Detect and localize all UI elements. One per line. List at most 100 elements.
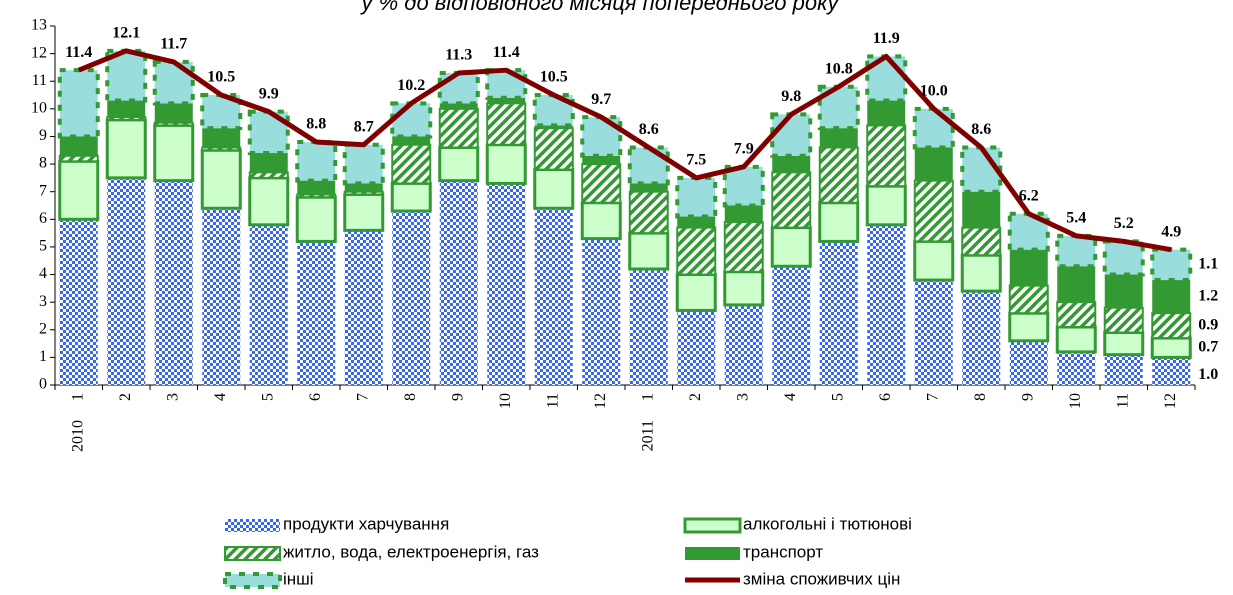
bar-segment bbox=[724, 205, 763, 223]
bar-segment bbox=[961, 226, 1002, 257]
bar-segment bbox=[438, 146, 480, 183]
y-tick-label: 13 bbox=[31, 17, 47, 34]
data-label: 1.0 bbox=[1198, 366, 1218, 383]
bar-segment bbox=[1009, 340, 1048, 385]
bar-segment bbox=[392, 211, 431, 385]
x-tick-label: 8 bbox=[402, 393, 419, 401]
data-label: 1.1 bbox=[1198, 256, 1218, 273]
bar-segment bbox=[1103, 331, 1145, 357]
bar-segment bbox=[107, 177, 146, 385]
line-label: 6.2 bbox=[1019, 187, 1039, 204]
bar-segment bbox=[295, 139, 338, 183]
legend-label: житло, вода, електроенергія, газ bbox=[283, 542, 539, 561]
bar-segment bbox=[867, 224, 906, 385]
y-tick-label: 4 bbox=[39, 265, 47, 282]
data-label: 0.7 bbox=[1198, 338, 1218, 355]
bar-segment bbox=[960, 253, 1002, 293]
bar-segment bbox=[1152, 280, 1191, 314]
x-tick-label: 9 bbox=[1019, 393, 1036, 401]
bar-segment bbox=[105, 118, 147, 180]
legend-swatch bbox=[225, 519, 280, 532]
bar-segment bbox=[913, 179, 954, 243]
bar-segment bbox=[154, 103, 193, 123]
bar-segment bbox=[439, 103, 478, 109]
bar-segment bbox=[675, 273, 717, 312]
line-label: 8.8 bbox=[306, 116, 326, 133]
x-tick-label: 1 bbox=[639, 393, 656, 401]
legend-swatch bbox=[223, 572, 282, 589]
bar-segment bbox=[106, 116, 147, 121]
bar-segment bbox=[59, 136, 98, 156]
line-label: 7.5 bbox=[686, 152, 706, 169]
x-tick-label: 9 bbox=[449, 393, 466, 401]
legend-label: алкогольні і тютюнові bbox=[743, 514, 912, 533]
bar-segment bbox=[581, 163, 622, 204]
bar-segment bbox=[1008, 284, 1049, 315]
x-tick-label: 11 bbox=[1114, 393, 1131, 408]
y-tick-label: 6 bbox=[39, 210, 47, 227]
bar-segment bbox=[153, 123, 195, 183]
bar-segment bbox=[58, 154, 99, 163]
bar-segment bbox=[962, 291, 1001, 385]
x-tick-label: 6 bbox=[307, 393, 324, 401]
bar-segment bbox=[866, 124, 907, 188]
bar-segment bbox=[391, 143, 432, 185]
bar-segment bbox=[724, 304, 763, 385]
line-label: 8.6 bbox=[639, 121, 659, 138]
x-tick-label: 8 bbox=[972, 393, 989, 401]
data-label: 0.9 bbox=[1198, 316, 1218, 333]
year-label: 2010 bbox=[69, 420, 86, 452]
line-label: 4.9 bbox=[1161, 223, 1181, 240]
bar-segment bbox=[343, 190, 384, 196]
line-label: 9.8 bbox=[781, 88, 801, 105]
bar-segment bbox=[1150, 336, 1192, 359]
bar-segment bbox=[818, 146, 859, 204]
bar-segment bbox=[627, 145, 670, 186]
bar-segment bbox=[485, 143, 527, 185]
data-label: 1.2 bbox=[1198, 287, 1218, 304]
line-label: 10.5 bbox=[540, 69, 568, 86]
bar-segment bbox=[249, 153, 288, 173]
bar-segment bbox=[1104, 274, 1143, 308]
bar-segment bbox=[1057, 266, 1096, 303]
bar-segment bbox=[1056, 301, 1097, 329]
bar-segment bbox=[487, 183, 526, 385]
bar-segment bbox=[390, 101, 433, 139]
bar-segment bbox=[912, 106, 955, 150]
bar-segment bbox=[962, 191, 1001, 228]
line-label: 11.7 bbox=[160, 36, 187, 53]
bar-segment bbox=[1055, 325, 1097, 354]
bar-segment bbox=[770, 112, 813, 158]
bar-segment bbox=[628, 231, 670, 271]
bar-segment bbox=[818, 201, 860, 243]
bar-segment bbox=[439, 180, 478, 385]
x-tick-label: 6 bbox=[877, 393, 894, 401]
bar-segment bbox=[582, 155, 621, 165]
y-tick-label: 9 bbox=[39, 127, 47, 144]
bar-segment bbox=[677, 310, 716, 385]
x-tick-label: 3 bbox=[164, 393, 181, 401]
bar-segment bbox=[297, 180, 336, 195]
y-tick-label: 8 bbox=[39, 155, 47, 172]
bar-segment bbox=[819, 241, 858, 385]
y-tick-label: 2 bbox=[39, 320, 47, 337]
x-tick-label: 7 bbox=[924, 393, 941, 401]
bar-segment bbox=[296, 193, 337, 199]
x-tick-label: 10 bbox=[1067, 393, 1084, 409]
bar-segment bbox=[865, 184, 907, 227]
bar-segment bbox=[580, 201, 622, 241]
bar-segment bbox=[772, 266, 811, 385]
bar-segment bbox=[867, 100, 906, 126]
bar-segment bbox=[960, 145, 1003, 194]
bar-segment bbox=[107, 100, 146, 118]
bar-segment bbox=[722, 164, 765, 208]
legend-label: інші bbox=[283, 569, 314, 588]
bar-segment bbox=[723, 221, 764, 273]
bar-segment bbox=[202, 208, 241, 385]
bar-segment bbox=[1008, 311, 1050, 343]
line-label: 8.7 bbox=[354, 118, 374, 135]
x-tick-label: 2 bbox=[687, 393, 704, 401]
line-label: 7.9 bbox=[734, 141, 754, 158]
line-label: 12.1 bbox=[112, 25, 140, 42]
bar-segment bbox=[628, 190, 669, 235]
